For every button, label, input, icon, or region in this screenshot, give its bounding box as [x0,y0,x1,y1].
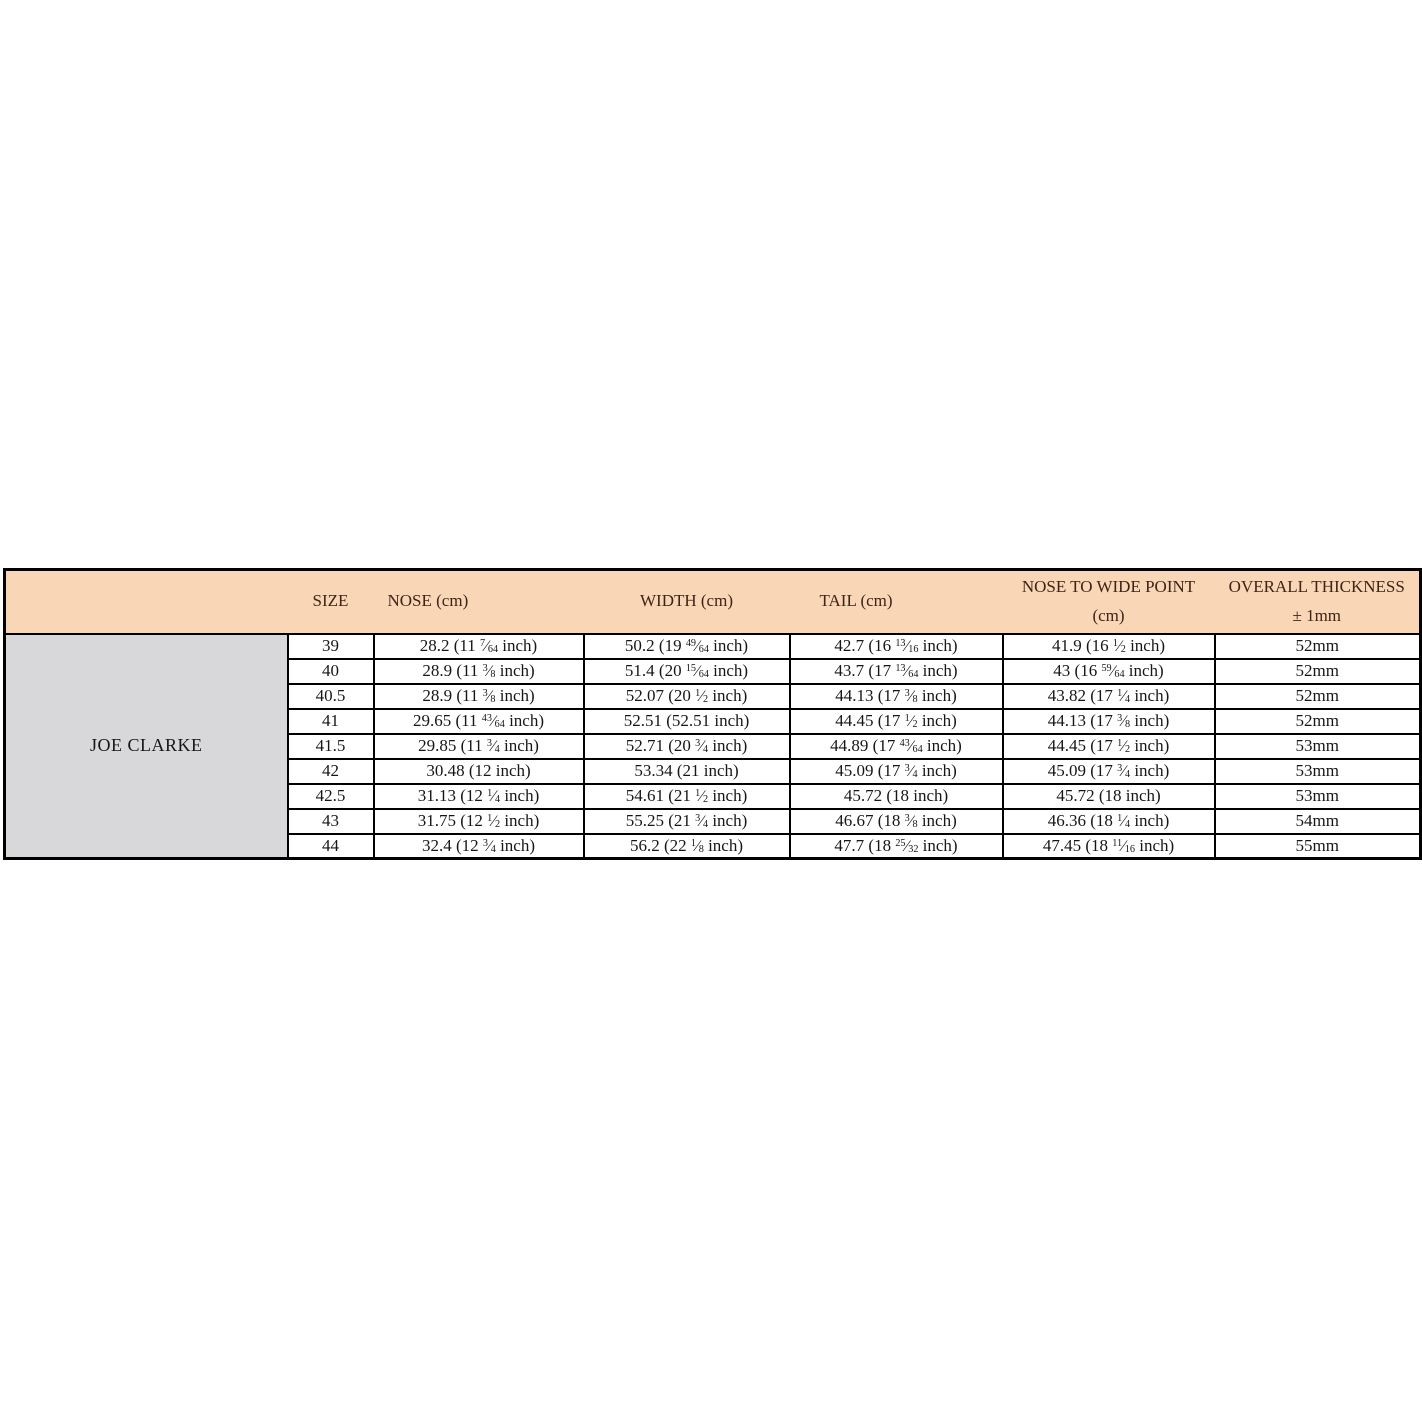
cell-nose: 28.9 (11 3⁄8 inch) [372,682,585,710]
cell-size: 44 [286,832,375,860]
cell-size: 43 [286,807,375,835]
table-row: 43 31.75 (12 1⁄2 inch) 55.25 (21 3⁄4 inch)… [5,807,1422,835]
cell-thickness: 52mm [1213,682,1422,710]
cell-size: 41.5 [286,732,375,760]
header-overall-thickness: OVERALL THICKNESS ± 1mm [1214,569,1421,635]
header-width: WIDTH (cm) [583,569,790,635]
table-row: 41.5 29.85 (11 3⁄4 inch) 52.71 (20 3⁄4 inc… [5,732,1422,760]
cell-nose-to-wide-point: 45.72 (18 inch) [1001,782,1216,810]
size-chart-table: SIZE NOSE (cm) WIDTH (cm) TAIL (cm) NOSE… [3,568,1422,860]
header-row: SIZE NOSE (cm) WIDTH (cm) TAIL (cm) NOSE… [4,569,1421,635]
table-row: 42.5 31.13 (12 1⁄4 inch) 54.61 (21 1⁄2 inc… [5,782,1422,810]
cell-thickness: 54mm [1213,807,1422,835]
header-size: SIZE [287,569,374,635]
cell-tail: 45.09 (17 3⁄4 inch) [788,757,1004,785]
cell-size: 40 [286,657,375,685]
cell-tail: 45.72 (18 inch) [788,782,1004,810]
cell-nose-to-wide-point: 43 (16 59⁄64 inch) [1001,657,1216,685]
cell-width: 55.25 (21 3⁄4 inch) [582,807,791,835]
table-row: 40.5 28.9 (11 3⁄8 inch) 52.07 (20 1⁄2 inch… [5,682,1422,710]
cell-width: 54.61 (21 1⁄2 inch) [582,782,791,810]
cell-width: 56.2 (22 1⁄8 inch) [582,832,791,860]
cell-tail: 47.7 (18 25⁄32 inch) [788,832,1004,860]
cell-width: 52.07 (20 1⁄2 inch) [582,682,791,710]
cell-width: 51.4 (20 15⁄64 inch) [582,657,791,685]
table-row: 40 28.9 (11 3⁄8 inch) 51.4 (20 15⁄64 inch)… [5,657,1422,685]
table-row: 44 32.4 (12 3⁄4 inch) 56.2 (22 1⁄8 inch) 47… [5,832,1422,860]
cell-nose: 31.75 (12 1⁄2 inch) [372,807,585,835]
table-header: SIZE NOSE (cm) WIDTH (cm) TAIL (cm) NOSE… [4,569,1421,635]
cell-nose: 30.48 (12 inch) [372,757,585,785]
cell-thickness: 55mm [1213,832,1422,860]
cell-thickness: 53mm [1213,757,1422,785]
cell-nose-to-wide-point: 44.45 (17 1⁄2 inch) [1001,732,1216,760]
cell-nose-to-wide-point: 44.13 (17 3⁄8 inch) [1001,707,1216,735]
cell-nose: 28.9 (11 3⁄8 inch) [372,657,585,685]
cell-width: 50.2 (19 49⁄64 inch) [582,632,791,660]
cell-nose-to-wide-point: 46.36 (18 1⁄4 inch) [1001,807,1216,835]
cell-tail: 42.7 (16 13⁄16 inch) [788,632,1004,660]
cell-size: 42.5 [286,782,375,810]
table-body: JOE CLARKE 39 28.2 (11 7⁄64 inch) 50.2 (19 … [3,632,1422,860]
cell-width: 52.51 (52.51 inch) [582,707,791,735]
cell-thickness: 52mm [1213,707,1422,735]
cell-nose: 28.2 (11 7⁄64 inch) [372,632,585,660]
header-tail: TAIL (cm) [789,569,1003,635]
header-nose: NOSE (cm) [373,569,584,635]
cell-thickness: 53mm [1213,782,1422,810]
cell-width: 53.34 (21 inch) [582,757,791,785]
cell-nose: 32.4 (12 3⁄4 inch) [372,832,585,860]
cell-tail: 44.45 (17 1⁄2 inch) [788,707,1004,735]
cell-nose: 29.65 (11 43⁄64 inch) [372,707,585,735]
header-nose-to-wide-point: NOSE TO WIDE POINT (cm) [1002,569,1215,635]
cell-size: 41 [286,707,375,735]
cell-nose-to-wide-point: 45.09 (17 3⁄4 inch) [1001,757,1216,785]
row-label-joe-clarke: JOE CLARKE [3,632,289,860]
cell-thickness: 52mm [1213,632,1422,660]
cell-tail: 44.13 (17 3⁄8 inch) [788,682,1004,710]
header-spacer [4,569,288,635]
table-row: 42 30.48 (12 inch) 53.34 (21 inch) 45.09 (1… [5,757,1422,785]
cell-thickness: 53mm [1213,732,1422,760]
table-row: 41 29.65 (11 43⁄64 inch) 52.51 (52.51 inch… [5,707,1422,735]
cell-nose: 29.85 (11 3⁄4 inch) [372,732,585,760]
cell-nose: 31.13 (12 1⁄4 inch) [372,782,585,810]
cell-tail: 44.89 (17 43⁄64 inch) [788,732,1004,760]
cell-nose-to-wide-point: 43.82 (17 1⁄4 inch) [1001,682,1216,710]
cell-tail: 43.7 (17 13⁄64 inch) [788,657,1004,685]
cell-tail: 46.67 (18 3⁄8 inch) [788,807,1004,835]
cell-size: 42 [286,757,375,785]
cell-thickness: 52mm [1213,657,1422,685]
table-row: JOE CLARKE 39 28.2 (11 7⁄64 inch) 50.2 (19 … [3,632,1422,860]
cell-nose-to-wide-point: 47.45 (18 11⁄16 inch) [1001,832,1216,860]
cell-nose-to-wide-point: 41.9 (16 1⁄2 inch) [1001,632,1216,660]
cell-size: 39 [286,632,375,660]
cell-size: 40.5 [286,682,375,710]
cell-width: 52.71 (20 3⁄4 inch) [582,732,791,760]
